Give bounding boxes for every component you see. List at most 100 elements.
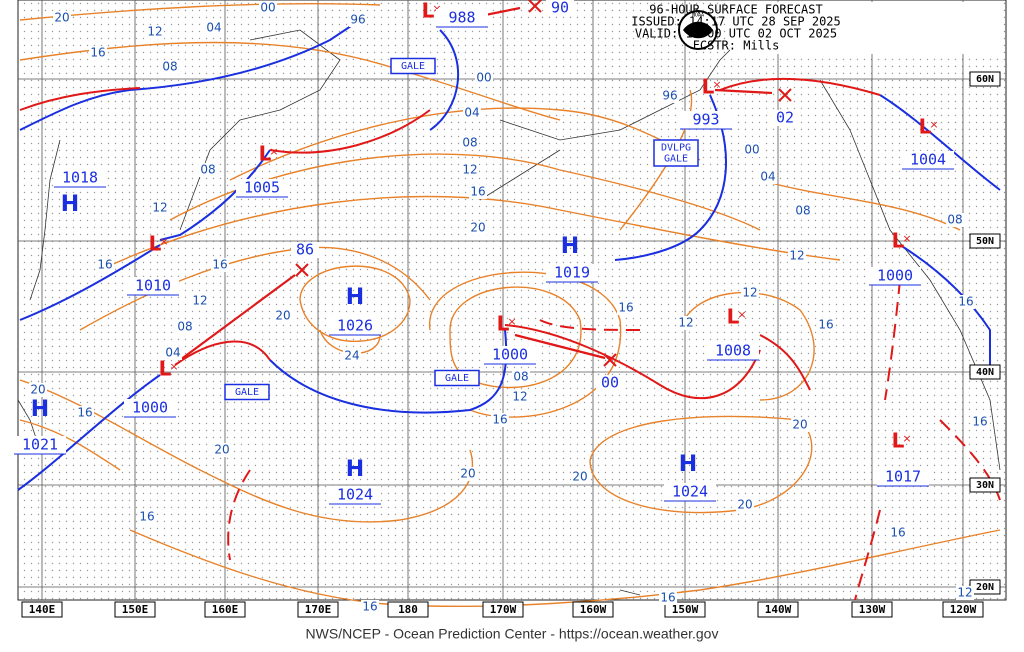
pressure-box (329, 486, 381, 504)
isobar-label-bg (512, 370, 530, 384)
pressure-box (546, 264, 598, 282)
footer: NWS/NCEP - Ocean Prediction Center - htt… (306, 626, 719, 642)
isobar-label-bg (89, 46, 107, 60)
forecast-pressure: 90 (551, 0, 569, 17)
high-pressure: 1026 (337, 317, 373, 335)
isobar-label: 00 (260, 1, 275, 15)
lon-label-box (851, 601, 893, 618)
isobar-label-bg (205, 21, 223, 35)
low-symbol: L (892, 229, 905, 253)
isobar-label-bg (677, 316, 695, 330)
lat-label: 50N (976, 236, 994, 247)
isobar-label: 08 (947, 213, 962, 227)
pressure-box (124, 399, 176, 417)
forecast-x (778, 88, 792, 102)
isobar-label-bg (956, 586, 974, 600)
noaa-logo: NOAA (678, 10, 718, 50)
low-symbol: L (149, 232, 162, 256)
lon-label: 140E (29, 603, 56, 616)
isobar-label: 08 (795, 204, 810, 218)
isobar-label: 20 (470, 221, 485, 235)
low-pressure: 1000 (877, 267, 913, 285)
isobar-label-bg (661, 89, 679, 103)
pressure-box (127, 277, 179, 295)
low-x: × (712, 78, 721, 91)
low-symbol: L (159, 357, 172, 381)
forecast-x (603, 353, 617, 367)
low-symbol: L (422, 0, 435, 23)
forecast-x (528, 0, 542, 13)
isobar-label-bg (29, 383, 47, 397)
isobar-label-bg (461, 136, 479, 150)
isobar-label: 00 (744, 143, 759, 157)
lon-label-box (572, 601, 614, 618)
isobar-label: 08 (513, 370, 528, 384)
isobar-label-bg (213, 443, 231, 457)
isobar-label: 16 (492, 413, 507, 427)
lon-label-box (297, 601, 339, 618)
forecast-pressure: 00 (601, 374, 619, 392)
isobar-label: 16 (77, 406, 92, 420)
lat-label-box (969, 477, 1001, 493)
isobar-label: 16 (90, 46, 105, 60)
lon-label-box (21, 601, 63, 618)
header-line: ISSUED: 14:17 UTC 28 SEP 2025 (631, 15, 841, 29)
forecast-pressure: 02 (776, 109, 794, 127)
high-pressure: 1019 (554, 264, 590, 282)
logo-text: NOAA (692, 13, 704, 19)
high-pressure: 1021 (22, 436, 58, 454)
isobar-label-bg (469, 221, 487, 235)
low-x: × (159, 235, 168, 248)
isobar-label: 04 (760, 170, 775, 184)
warning-box (390, 57, 436, 75)
isobar-label: 08 (177, 320, 192, 334)
map-background (18, 0, 1006, 600)
isobar-label: 96 (662, 89, 677, 103)
isobar-label-bg (659, 591, 677, 605)
low-pressure: 1004 (910, 151, 946, 169)
isobar-label-bg (461, 163, 479, 177)
isobar-label: 16 (97, 258, 112, 272)
forecast-x (295, 263, 309, 277)
isobar-label: 12 (192, 294, 207, 308)
isobar-label: 04 (464, 106, 479, 120)
high-symbol: H (31, 397, 49, 422)
isobar-label-bg (274, 309, 292, 323)
isobar-label-bg (617, 301, 635, 315)
pressure-box (54, 169, 106, 187)
pressure-box (329, 317, 381, 335)
low-symbol: L (497, 312, 510, 336)
isobar-label-bg (259, 1, 277, 15)
pressure-box (546, 0, 574, 16)
isobar-label-bg (199, 163, 217, 177)
lon-label-box (482, 601, 524, 618)
low-symbol: L (259, 142, 272, 166)
isobar-label: 16 (972, 415, 987, 429)
high-symbol: H (61, 192, 79, 217)
isobar-label: 20 (30, 383, 45, 397)
isobar-label: 16 (818, 318, 833, 332)
isobar-label-bg (138, 510, 156, 524)
isobar-label: 96 (350, 13, 365, 27)
lon-label: 130W (859, 603, 886, 616)
isobar-label: 04 (206, 21, 221, 35)
pressure-box (869, 267, 921, 285)
warning-label: GALE (445, 373, 469, 384)
isobar-label: 16 (362, 600, 377, 614)
pressure-box (484, 346, 536, 364)
header-line: 96-HOUR SURFACE FORECAST (649, 3, 822, 17)
isobar-label-bg (463, 106, 481, 120)
isobar-label-bg (571, 470, 589, 484)
low-pressure: 988 (448, 9, 475, 27)
low-x: × (507, 315, 516, 328)
isobar-label-bg (788, 249, 806, 263)
high-pressure: 1024 (337, 486, 373, 504)
isobar-label: 12 (147, 25, 162, 39)
isobar-label: 20 (214, 443, 229, 457)
pressure-box (664, 483, 716, 501)
isobar-label: 20 (54, 11, 69, 25)
low-pressure: 1000 (492, 346, 528, 364)
isobar-label: 16 (618, 301, 633, 315)
isobar-label: 24 (344, 349, 359, 363)
